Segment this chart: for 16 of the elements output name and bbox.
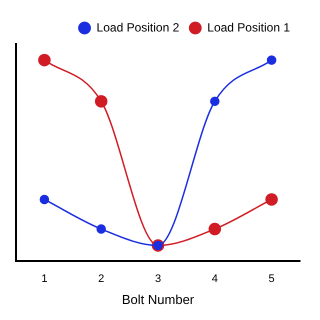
x-axis-title: Bolt Number xyxy=(122,292,195,307)
point xyxy=(40,194,50,204)
point xyxy=(96,224,106,234)
legend-label: Load Position 2 xyxy=(96,20,180,34)
point xyxy=(266,55,276,65)
x-tick-label: 3 xyxy=(154,272,162,285)
legend-label: Load Position 1 xyxy=(207,20,290,34)
point xyxy=(208,222,222,236)
x-tick-label: 1 xyxy=(41,272,48,285)
x-tick-label: 2 xyxy=(98,272,104,285)
point xyxy=(265,193,278,206)
point xyxy=(210,96,220,106)
point xyxy=(94,95,108,108)
x-tick-label: 5 xyxy=(268,272,275,285)
x-tick-label: 4 xyxy=(212,272,218,285)
point xyxy=(38,54,51,66)
